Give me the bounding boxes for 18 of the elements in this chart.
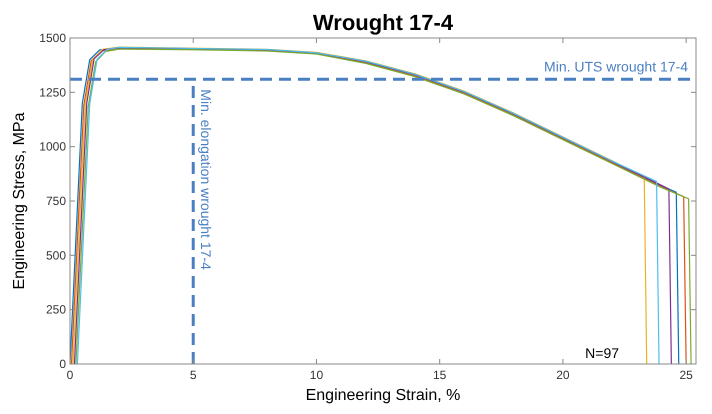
y-tick-label: 250: [46, 302, 66, 317]
x-axis-title: Engineering Strain, %: [306, 387, 460, 404]
y-tick-label: 1000: [39, 140, 66, 154]
y-tick-label: 1250: [39, 85, 66, 100]
y-tick-label: 500: [46, 248, 66, 262]
y-tick-label: 1500: [39, 31, 66, 45]
y-tick-label: 750: [46, 194, 66, 208]
y-axis-title: Engineering Stress, MPa: [11, 112, 28, 290]
annotation: N=97: [585, 345, 620, 361]
chart-title: Wrought 17-4: [312, 10, 454, 35]
ref-line-label: Min. elongation wrought 17-4: [198, 89, 214, 270]
y-tick-label: 0: [59, 357, 66, 371]
x-tick-label: 25: [679, 368, 694, 382]
x-tick-label: 20: [556, 368, 570, 382]
x-tick-label: 5: [190, 368, 197, 382]
ref-line-label: Min. UTS wrought 17-4: [544, 58, 688, 74]
x-tick-label: 15: [433, 368, 447, 382]
x-tick-label: 10: [310, 368, 324, 382]
